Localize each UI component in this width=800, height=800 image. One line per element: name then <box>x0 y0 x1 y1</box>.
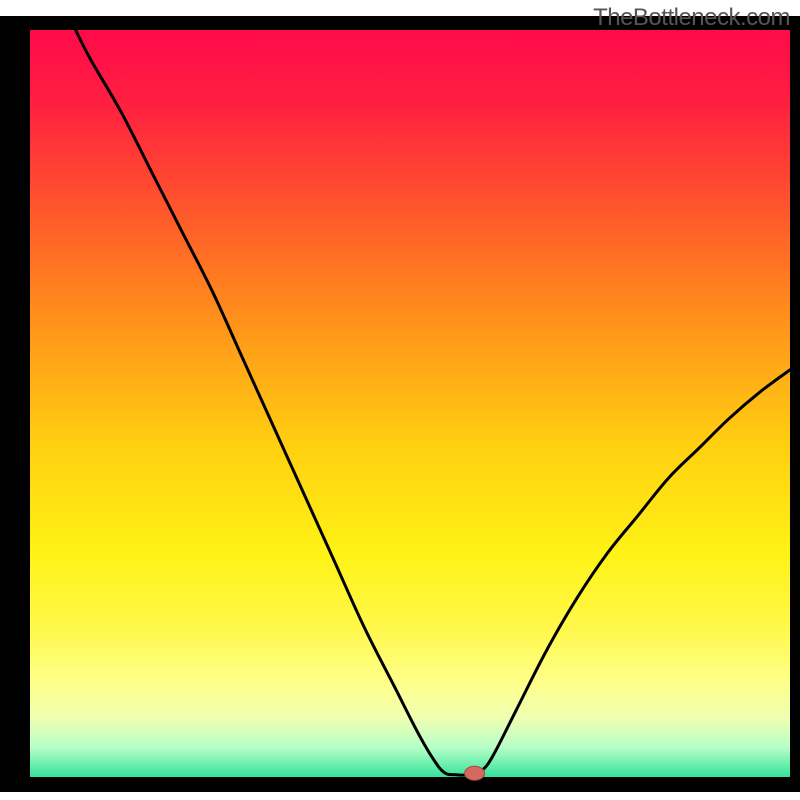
chart-container: TheBottleneck.com <box>0 0 800 800</box>
optimum-marker <box>465 766 485 780</box>
gradient-background <box>30 30 790 777</box>
bottom-strip <box>0 792 800 800</box>
watermark-text: TheBottleneck.com <box>593 4 790 32</box>
bottleneck-chart <box>0 0 800 800</box>
